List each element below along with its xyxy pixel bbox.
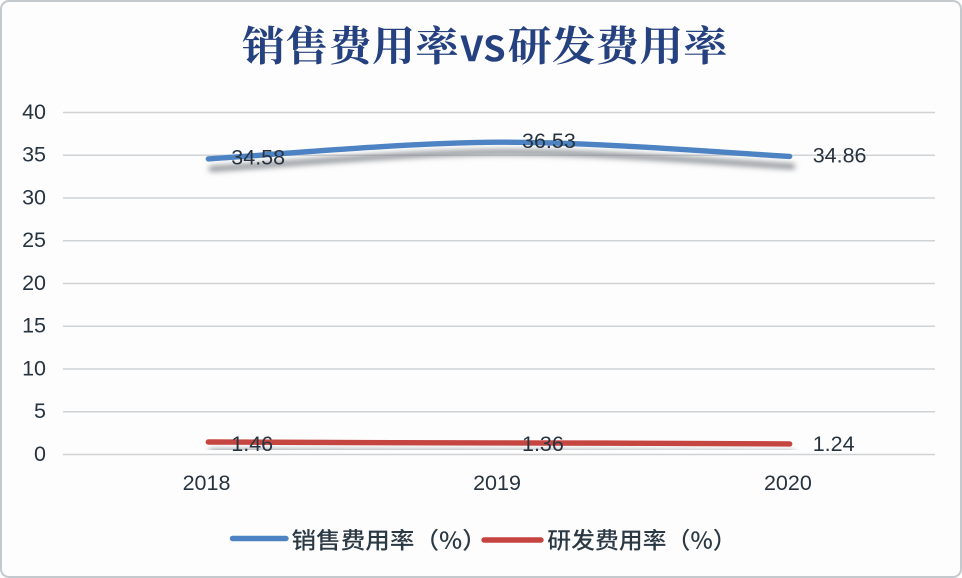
svg-text:2018: 2018	[183, 471, 231, 495]
svg-text:35: 35	[22, 143, 46, 167]
svg-text:2019: 2019	[473, 471, 521, 495]
svg-text:1.24: 1.24	[813, 432, 855, 456]
svg-text:10: 10	[22, 356, 46, 380]
svg-text:25: 25	[22, 228, 46, 252]
svg-text:30: 30	[22, 185, 46, 209]
svg-text:1.46: 1.46	[231, 432, 273, 456]
svg-text:40: 40	[22, 100, 46, 124]
svg-text:36.53: 36.53	[522, 129, 576, 153]
svg-text:5: 5	[34, 399, 46, 423]
svg-text:0: 0	[34, 442, 46, 466]
svg-text:34.86: 34.86	[813, 144, 867, 168]
svg-text:15: 15	[22, 314, 46, 338]
svg-text:20: 20	[22, 271, 46, 295]
svg-text:34.58: 34.58	[231, 145, 285, 169]
svg-text:1.36: 1.36	[522, 432, 564, 456]
svg-text:2020: 2020	[764, 471, 812, 495]
